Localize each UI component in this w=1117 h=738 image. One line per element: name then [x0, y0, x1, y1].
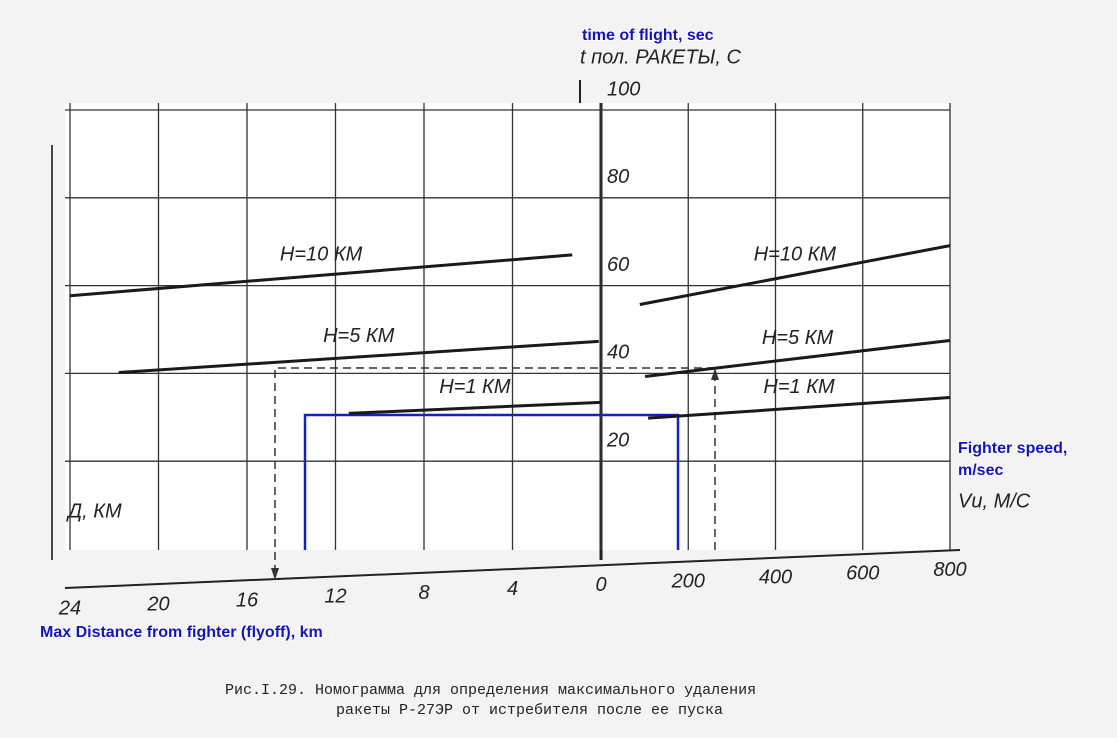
y-tick-label: 20 — [606, 429, 629, 451]
plot-area — [65, 103, 950, 550]
x-tick-label: 600 — [846, 563, 879, 585]
x-tick-label: 8 — [418, 582, 429, 604]
x-tick-label: 800 — [933, 559, 966, 581]
annotation: time of flight, sec — [582, 27, 714, 44]
curve-label: H=10 КМ — [754, 243, 837, 265]
x-axis — [64, 549, 961, 589]
y-tick-label: 80 — [607, 166, 629, 188]
arrow — [271, 568, 279, 580]
curve-label: H=5 КМ — [323, 325, 395, 347]
example-path — [274, 367, 716, 578]
curve-label: H=5 КМ — [762, 327, 834, 349]
y-tick-label: 60 — [607, 254, 629, 276]
x-tick-label: 400 — [759, 567, 792, 589]
x-tick-label: 200 — [671, 570, 705, 592]
curve-label: H=1 КМ — [763, 376, 835, 398]
y-tick-label: 100 — [607, 78, 640, 100]
x-tick-label: 20 — [146, 593, 169, 615]
annotation: Fighter speed, m/sec — [958, 440, 1068, 479]
curve — [644, 338, 951, 378]
curve — [118, 339, 599, 375]
x-tick-label: 4 — [507, 578, 518, 600]
curve-label: H=1 КМ — [439, 376, 511, 398]
caption: ракеты Р-27ЭР от истребителя после ее пу… — [336, 702, 723, 719]
x-tick-label: 24 — [58, 597, 81, 619]
x-tick-label: 0 — [595, 574, 606, 596]
annotation: Max Distance from fighter (flyoff), km — [40, 624, 323, 641]
x-tick-label: 12 — [324, 586, 346, 608]
x-tick-label: 16 — [236, 590, 259, 612]
y-axis-label: t пол. РАКЕТЫ, С — [580, 46, 741, 68]
curve — [348, 400, 602, 415]
caption: Рис.I.29. Номограмма для определения мак… — [225, 682, 756, 699]
y-tick-label: 40 — [607, 342, 629, 364]
x-axis-label: Д, КМ — [66, 500, 122, 522]
example-highlight — [303, 413, 680, 550]
curve-label: H=10 КМ — [280, 244, 363, 266]
x-axis-label: Vи, М/С — [958, 490, 1031, 512]
curve — [648, 396, 951, 420]
curve — [69, 253, 573, 298]
curve — [639, 244, 951, 306]
